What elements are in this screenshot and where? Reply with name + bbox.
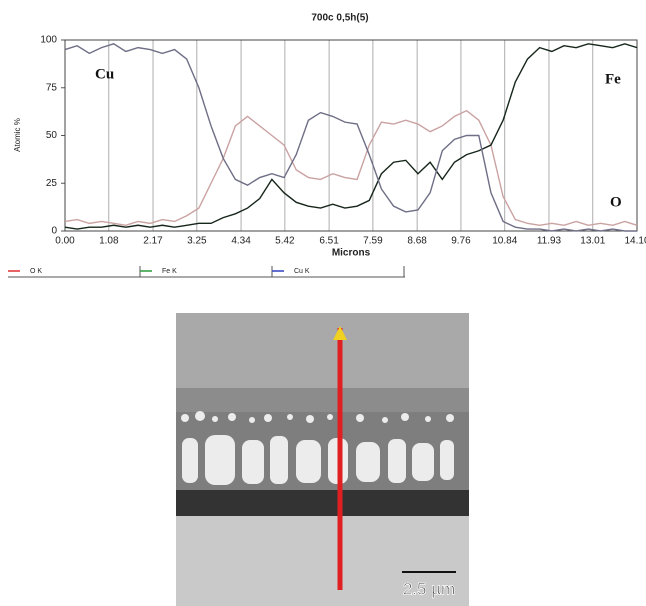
x-tick-label: 1.08: [99, 236, 119, 247]
sem-dark-band: [176, 490, 469, 516]
x-tick-label: 11.93: [537, 236, 562, 247]
y-axis-label: Atomic %: [13, 118, 22, 152]
y-tick-label: 25: [46, 178, 58, 189]
annotation: Fe: [605, 71, 621, 87]
x-tick-label: 3.25: [187, 236, 207, 247]
legend-label: Fe K: [162, 268, 177, 275]
annotation: O: [610, 194, 622, 210]
chart-title: 700c 0,5h(5): [311, 13, 368, 24]
y-tick-label: 50: [46, 130, 58, 141]
micrograph: 2.5 µm: [176, 313, 469, 606]
annotation: Cu: [95, 66, 114, 82]
legend-label: O K: [30, 268, 42, 275]
legend-label: Cu K: [294, 268, 310, 275]
x-tick-label: 9.76: [451, 236, 471, 247]
plot-frame: [64, 39, 638, 232]
series-line: [64, 109, 638, 226]
x-tick-label: 8.68: [407, 236, 427, 247]
x-tick-label: 0.00: [55, 236, 75, 247]
x-tick-label: 4.34: [231, 236, 251, 247]
x-axis-label: Microns: [332, 248, 371, 259]
y-tick-label: 100: [40, 35, 57, 46]
y-tick-label: 0: [51, 226, 57, 237]
x-tick-label: 2.17: [143, 236, 163, 247]
scan-start-marker: [333, 326, 347, 340]
x-tick-label: 5.42: [275, 236, 295, 247]
x-tick-label: 6.51: [319, 236, 339, 247]
sem-substrate: [176, 516, 469, 606]
series-line: [64, 43, 637, 232]
y-tick-label: 75: [46, 82, 58, 93]
x-tick-label: 7.59: [363, 236, 383, 247]
x-tick-label: 10.84: [492, 236, 517, 247]
scale-bar-label: 2.5 µm: [403, 579, 455, 598]
x-tick-label: 13.01: [580, 236, 605, 247]
x-tick-label: 14.10: [624, 236, 646, 247]
sem-oxide-layer: [176, 388, 469, 412]
series-line: [64, 43, 638, 230]
